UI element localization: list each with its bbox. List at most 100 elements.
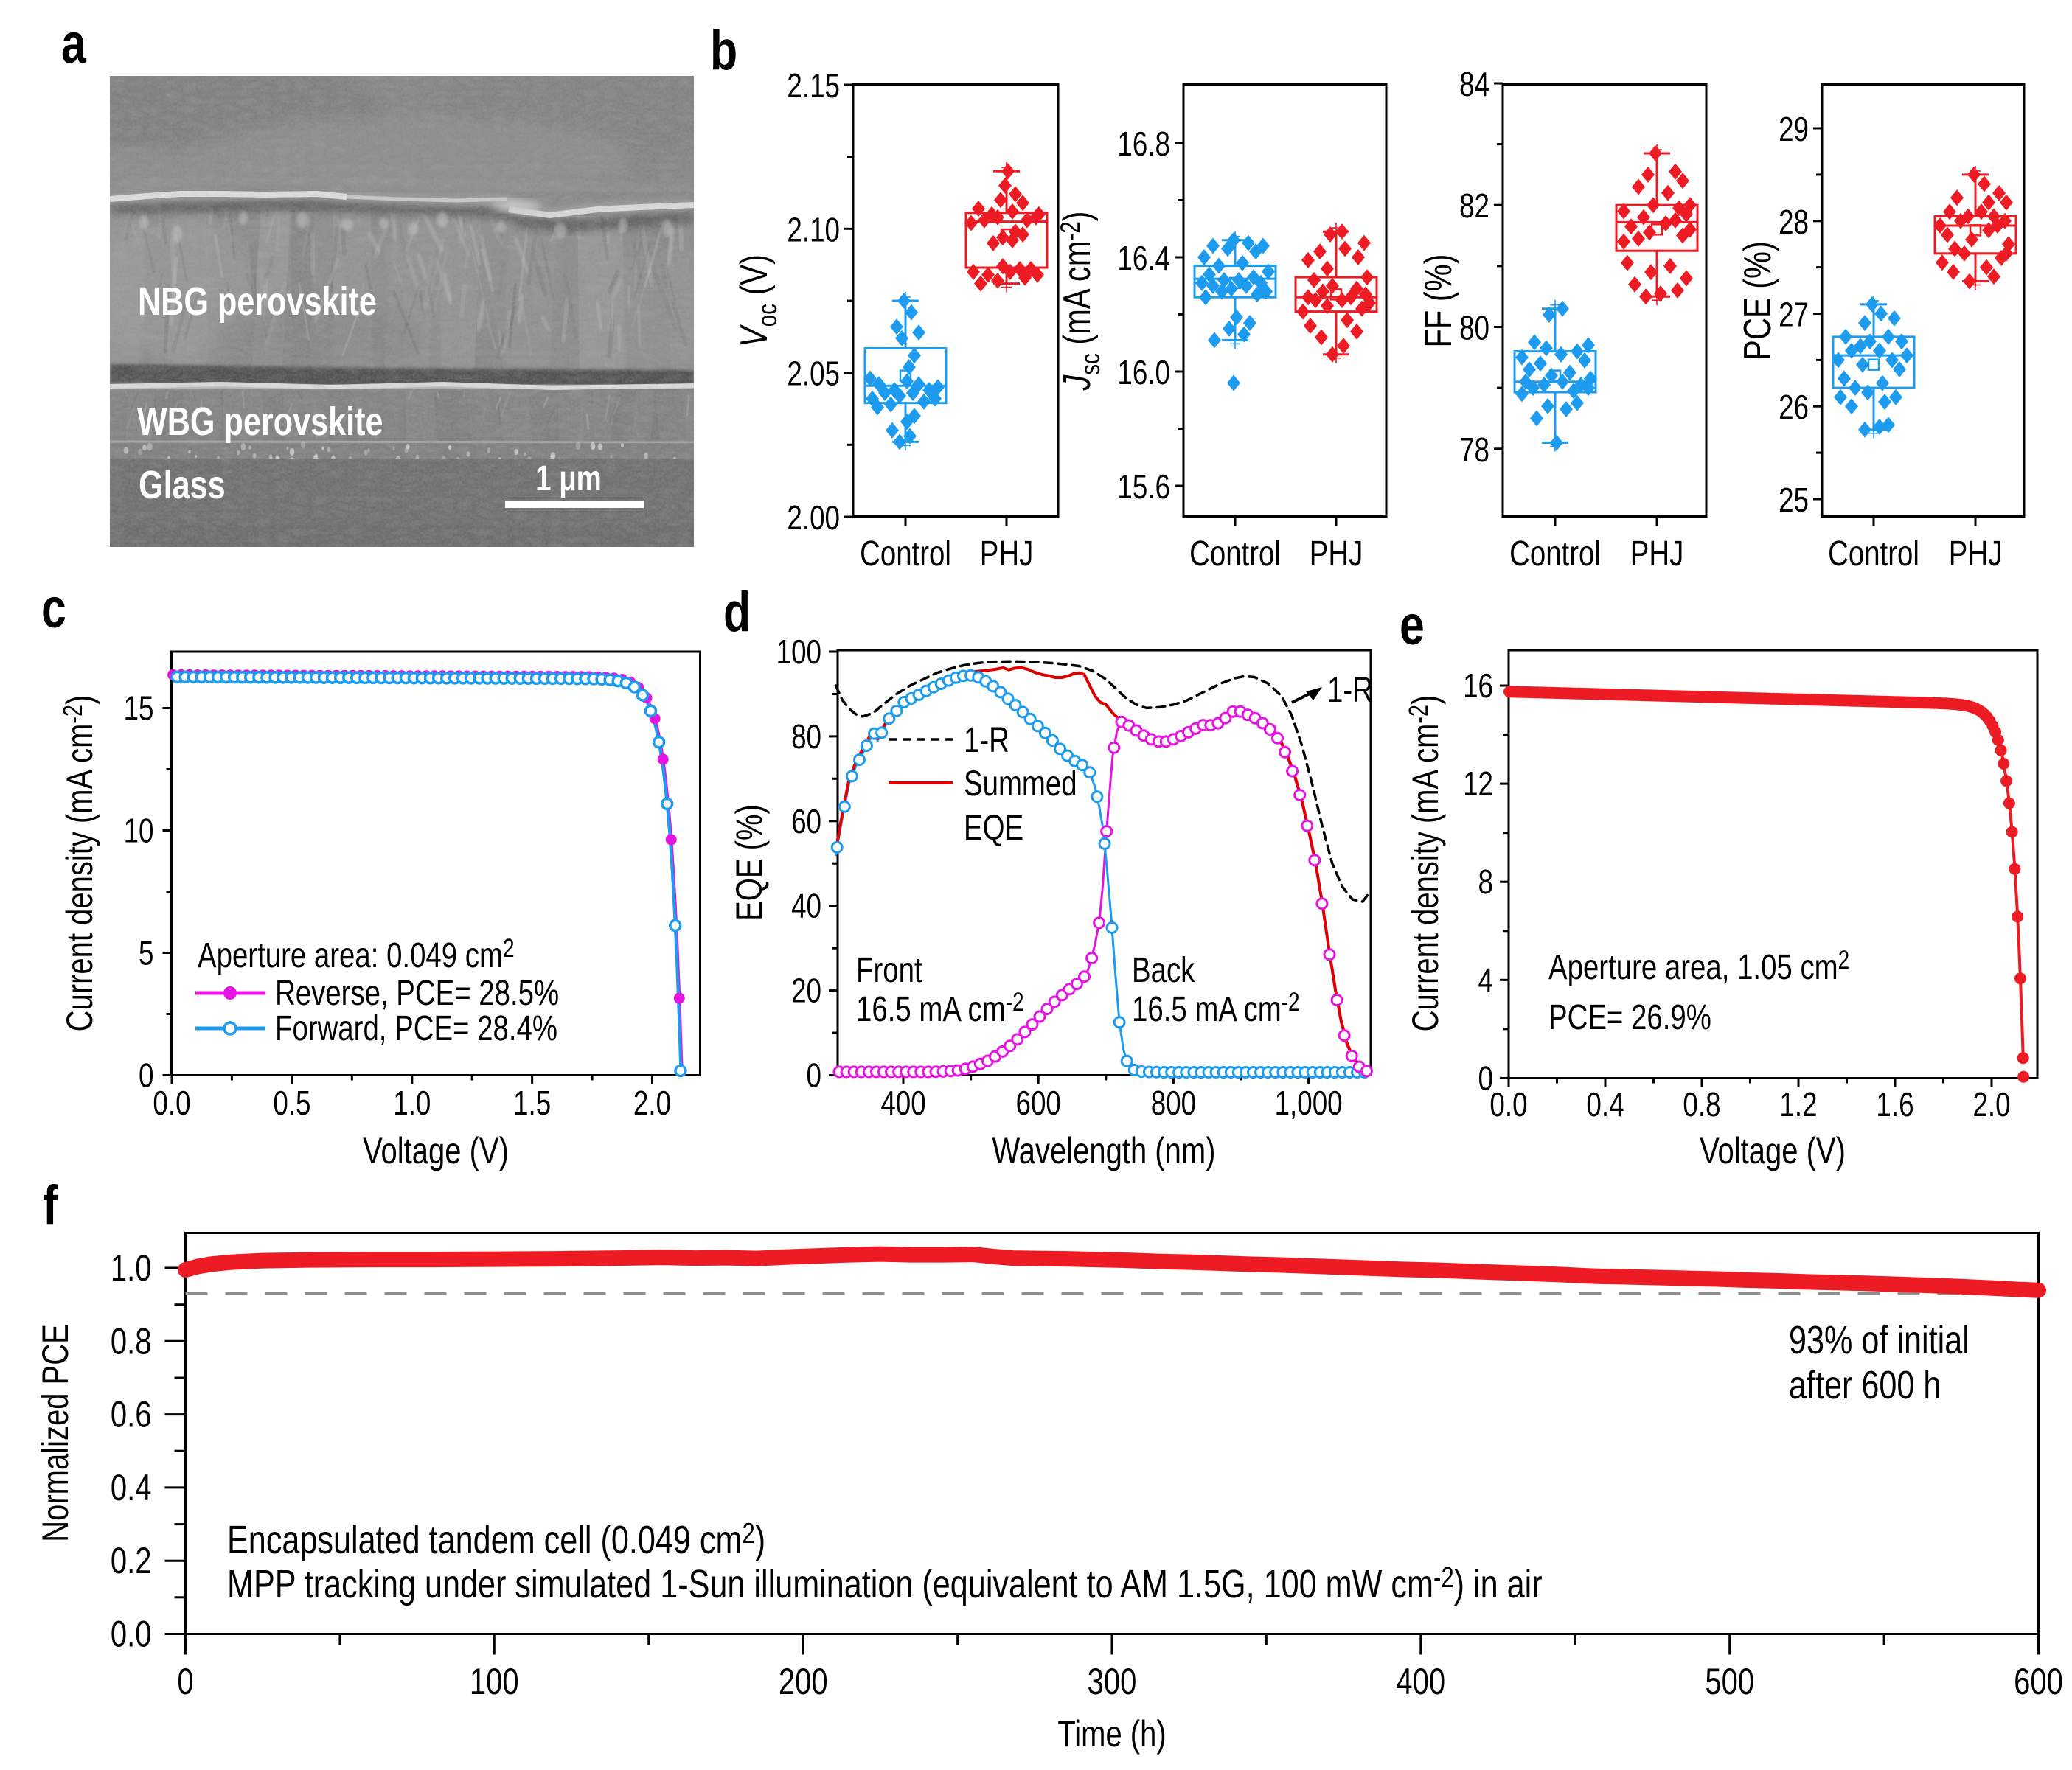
svg-text:60: 60 [791, 802, 821, 840]
svg-text:16: 16 [1463, 666, 1493, 705]
svg-text:Voc (V): Voc (V) [732, 254, 783, 347]
svg-text:1.6: 1.6 [1876, 1085, 1913, 1123]
svg-text:93% of initial: 93% of initial [1789, 1319, 1970, 1363]
svg-text:Back: Back [1132, 951, 1195, 990]
svg-text:WBG perovskite: WBG perovskite [137, 400, 383, 445]
svg-text:5: 5 [139, 934, 153, 972]
svg-text:12: 12 [1463, 764, 1493, 803]
svg-text:16.5 mA cm-2: 16.5 mA cm-2 [1132, 987, 1300, 1029]
svg-text:Time (h): Time (h) [1057, 1713, 1166, 1755]
svg-text:0.8: 0.8 [1683, 1085, 1720, 1123]
svg-text:29: 29 [1779, 110, 1809, 148]
svg-text:28: 28 [1779, 203, 1809, 241]
svg-text:0.0: 0.0 [1489, 1085, 1527, 1123]
svg-text:Summed: Summed [964, 764, 1077, 804]
svg-text:600: 600 [2014, 1661, 2063, 1702]
svg-text:0.0: 0.0 [153, 1084, 190, 1122]
svg-text:Current density (mA cm-2): Current density (mA cm-2) [58, 695, 100, 1032]
svg-text:2.0: 2.0 [1972, 1085, 2010, 1123]
svg-text:2.10: 2.10 [787, 210, 840, 248]
svg-text:2.0: 2.0 [633, 1084, 671, 1122]
svg-text:84: 84 [1459, 65, 1489, 103]
svg-text:Control: Control [860, 534, 951, 574]
svg-text:Wavelength (nm): Wavelength (nm) [992, 1130, 1216, 1171]
svg-text:8: 8 [1478, 863, 1493, 901]
svg-text:1 μm: 1 μm [535, 459, 602, 498]
svg-text:200: 200 [779, 1661, 828, 1702]
svg-text:16.4: 16.4 [1117, 239, 1170, 277]
svg-text:Normalized PCE: Normalized PCE [35, 1324, 76, 1542]
svg-text:PHJ: PHJ [980, 534, 1034, 574]
svg-text:MPP tracking under simulated 1: MPP tracking under simulated 1-Sun illum… [227, 1562, 1543, 1606]
svg-text:300: 300 [1088, 1661, 1137, 1702]
svg-text:Jsc (mA cm-2): Jsc (mA cm-2) [1055, 211, 1106, 391]
svg-text:100: 100 [776, 633, 821, 671]
svg-text:20: 20 [791, 972, 821, 1010]
svg-text:Control: Control [1189, 534, 1281, 574]
svg-text:0: 0 [177, 1661, 193, 1702]
svg-text:Forward, PCE= 28.4%: Forward, PCE= 28.4% [275, 1009, 557, 1048]
svg-text:0: 0 [139, 1056, 153, 1095]
svg-text:400: 400 [880, 1084, 925, 1122]
svg-text:1,000: 1,000 [1275, 1084, 1343, 1122]
svg-text:0.4: 0.4 [1586, 1085, 1624, 1123]
svg-text:80: 80 [1459, 309, 1489, 347]
svg-text:f: f [43, 1174, 58, 1237]
svg-text:EQE: EQE [964, 809, 1023, 848]
svg-text:800: 800 [1151, 1084, 1196, 1122]
svg-text:NBG perovskite: NBG perovskite [138, 280, 377, 324]
svg-text:0.4: 0.4 [111, 1467, 152, 1508]
svg-text:0.6: 0.6 [111, 1393, 152, 1435]
svg-text:0: 0 [1478, 1059, 1493, 1097]
svg-text:27: 27 [1779, 296, 1809, 334]
svg-text:0.0: 0.0 [111, 1613, 152, 1654]
svg-text:Glass: Glass [139, 464, 226, 508]
svg-text:500: 500 [1705, 1661, 1754, 1702]
svg-text:80: 80 [791, 717, 821, 756]
svg-text:c: c [41, 577, 66, 640]
svg-text:600: 600 [1016, 1084, 1061, 1122]
svg-text:Aperture area, 1.05 cm2: Aperture area, 1.05 cm2 [1548, 945, 1849, 987]
svg-text:16.0: 16.0 [1117, 353, 1170, 391]
svg-text:Voltage (V): Voltage (V) [1700, 1130, 1846, 1171]
svg-text:Voltage (V): Voltage (V) [363, 1130, 509, 1171]
svg-text:d: d [723, 581, 751, 644]
svg-text:2.15: 2.15 [787, 66, 840, 105]
svg-text:PHJ: PHJ [1949, 534, 2003, 574]
svg-text:100: 100 [470, 1661, 519, 1702]
svg-text:1-R: 1-R [964, 721, 1009, 760]
svg-text:a: a [61, 13, 86, 75]
svg-text:PHJ: PHJ [1630, 534, 1684, 574]
svg-text:Reverse, PCE= 28.5%: Reverse, PCE= 28.5% [275, 974, 559, 1013]
svg-text:Front: Front [856, 951, 922, 990]
svg-text:Control: Control [1828, 534, 1919, 574]
svg-text:PHJ: PHJ [1310, 534, 1363, 574]
svg-text:1.0: 1.0 [111, 1247, 152, 1289]
svg-text:e: e [1400, 594, 1425, 657]
svg-text:82: 82 [1459, 187, 1489, 225]
svg-text:EQE (%): EQE (%) [729, 804, 770, 921]
svg-text:10: 10 [124, 812, 154, 850]
svg-text:Current density (mA cm-2): Current density (mA cm-2) [1403, 695, 1446, 1032]
svg-text:25: 25 [1779, 481, 1809, 519]
svg-text:Encapsulated tandem cell (0.04: Encapsulated tandem cell (0.049 cm2) [227, 1518, 765, 1562]
svg-text:78: 78 [1459, 431, 1489, 469]
svg-text:15: 15 [124, 689, 154, 728]
svg-text:after 600 h: after 600 h [1789, 1364, 1941, 1408]
svg-text:4: 4 [1478, 961, 1493, 999]
svg-text:PCE (%): PCE (%) [1736, 241, 1779, 360]
svg-text:PCE= 26.9%: PCE= 26.9% [1548, 998, 1711, 1037]
svg-text:0.8: 0.8 [111, 1320, 152, 1362]
svg-text:16.5 mA cm-2: 16.5 mA cm-2 [856, 987, 1024, 1029]
svg-text:2.05: 2.05 [787, 355, 840, 393]
svg-text:15.6: 15.6 [1117, 467, 1170, 506]
svg-text:1.0: 1.0 [393, 1084, 431, 1122]
svg-text:16.8: 16.8 [1117, 125, 1170, 163]
svg-text:0: 0 [807, 1056, 821, 1095]
svg-text:FF (%): FF (%) [1416, 254, 1460, 347]
svg-text:26: 26 [1779, 388, 1809, 426]
svg-text:0.5: 0.5 [273, 1084, 310, 1122]
svg-text:1.5: 1.5 [513, 1084, 551, 1122]
svg-text:Aperture area: 0.049 cm2: Aperture area: 0.049 cm2 [198, 933, 515, 975]
svg-text:b: b [710, 19, 737, 82]
